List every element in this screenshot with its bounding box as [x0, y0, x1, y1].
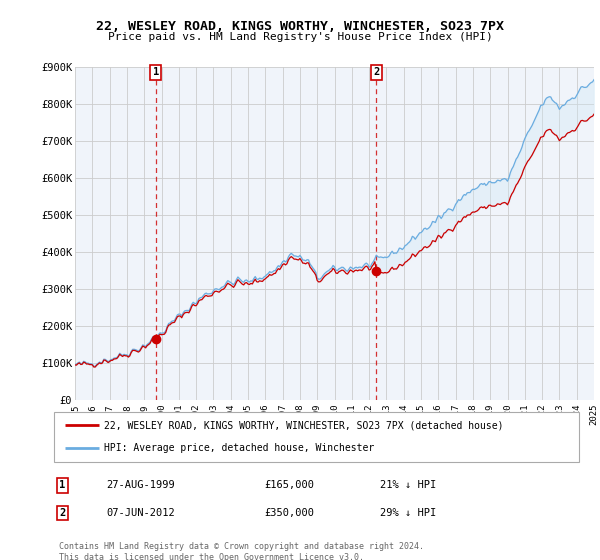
Text: 22, WESLEY ROAD, KINGS WORTHY, WINCHESTER, SO23 7PX (detached house): 22, WESLEY ROAD, KINGS WORTHY, WINCHESTE…: [104, 420, 503, 430]
Text: 29% ↓ HPI: 29% ↓ HPI: [380, 508, 436, 518]
Text: 27-AUG-1999: 27-AUG-1999: [107, 480, 175, 491]
Text: Contains HM Land Registry data © Crown copyright and database right 2024.
This d: Contains HM Land Registry data © Crown c…: [59, 542, 424, 560]
Text: 2: 2: [59, 508, 65, 518]
Text: HPI: Average price, detached house, Winchester: HPI: Average price, detached house, Winc…: [104, 444, 374, 454]
Text: 22, WESLEY ROAD, KINGS WORTHY, WINCHESTER, SO23 7PX: 22, WESLEY ROAD, KINGS WORTHY, WINCHESTE…: [96, 20, 504, 32]
Text: £350,000: £350,000: [264, 508, 314, 518]
Text: 1: 1: [59, 480, 65, 491]
FancyBboxPatch shape: [54, 412, 579, 462]
Text: 1: 1: [152, 67, 159, 77]
Text: 07-JUN-2012: 07-JUN-2012: [107, 508, 175, 518]
Text: 21% ↓ HPI: 21% ↓ HPI: [380, 480, 436, 491]
Text: 2: 2: [373, 67, 379, 77]
Text: Price paid vs. HM Land Registry's House Price Index (HPI): Price paid vs. HM Land Registry's House …: [107, 32, 493, 42]
Text: £165,000: £165,000: [264, 480, 314, 491]
